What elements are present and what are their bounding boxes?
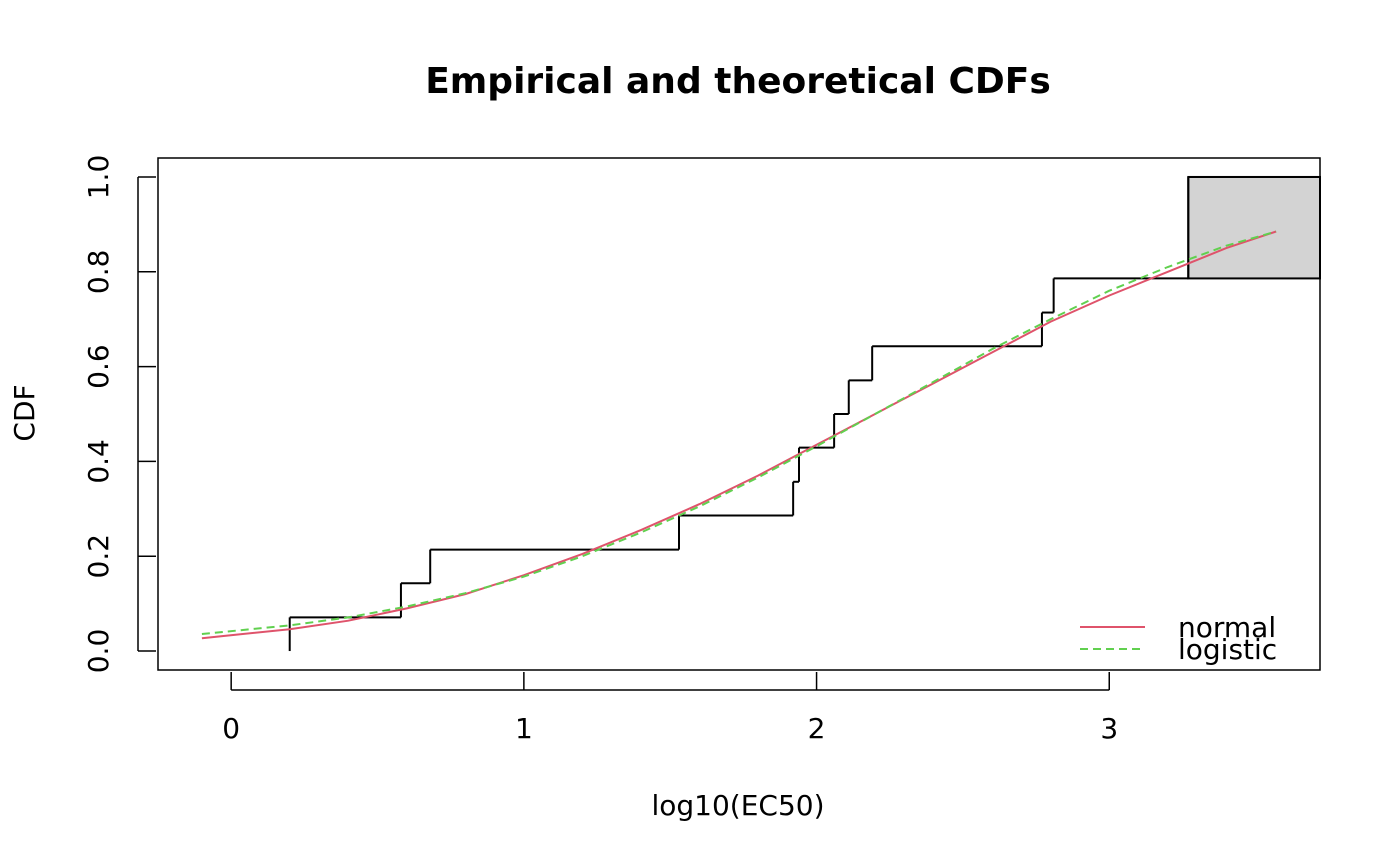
chart-title: Empirical and theoretical CDFs [425, 61, 1051, 102]
legend-label-logistic: logistic [1178, 633, 1277, 666]
series-layer [201, 230, 1277, 640]
series-line-normal [201, 230, 1277, 640]
empirical-cdf-layer [288, 175, 1320, 652]
x-tick-label: 3 [1100, 712, 1118, 745]
shaded-tail-region [1187, 175, 1321, 280]
x-tick-label: 0 [222, 712, 240, 745]
x-tick-label: 1 [515, 712, 533, 745]
x-axis-label: log10(EC50) [651, 789, 824, 822]
y-tick-label: 0.8 [82, 250, 115, 295]
y-axis-label: CDF [8, 384, 41, 441]
y-tick-label: 1.0 [82, 155, 115, 200]
y-tick-label: 0.2 [82, 534, 115, 579]
series-line-logistic [201, 230, 1277, 635]
x-tick-label: 2 [808, 712, 826, 745]
x-axis: 0 1 2 3 [222, 672, 1118, 745]
y-tick-label: 0.6 [82, 344, 115, 389]
y-tick-label: 0.0 [82, 629, 115, 674]
y-axis: 0.0 0.2 0.4 0.6 0.8 1.0 [82, 155, 156, 674]
legend-label-normal: normal [1178, 611, 1276, 644]
y-tick-label: 0.4 [82, 439, 115, 484]
plot-frame [157, 157, 1321, 671]
shaded-region-layer [1187, 175, 1321, 280]
